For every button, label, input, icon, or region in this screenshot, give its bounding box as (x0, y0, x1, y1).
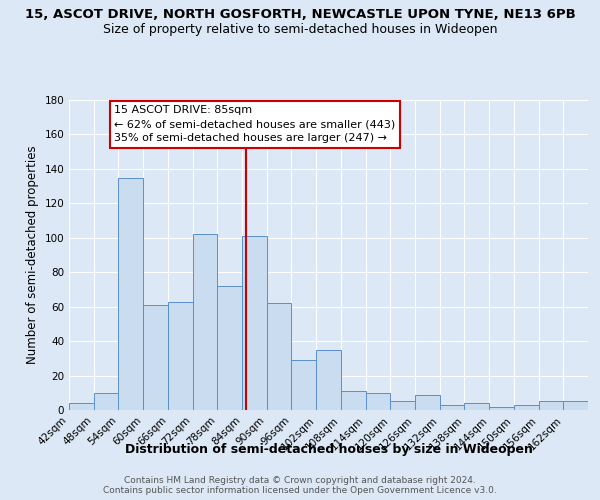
Text: Contains HM Land Registry data © Crown copyright and database right 2024.: Contains HM Land Registry data © Crown c… (124, 476, 476, 485)
Bar (267, 303, 292, 410)
Bar (489, 406, 514, 410)
Bar (242, 236, 267, 410)
Bar (341, 391, 365, 410)
Bar (118, 178, 143, 410)
Bar (316, 350, 341, 410)
Text: Contains public sector information licensed under the Open Government Licence v3: Contains public sector information licen… (103, 486, 497, 495)
Bar (94, 393, 118, 410)
Bar (464, 403, 489, 410)
Bar (168, 302, 193, 410)
Text: Distribution of semi-detached houses by size in Wideopen: Distribution of semi-detached houses by … (125, 442, 533, 456)
Bar (415, 394, 440, 410)
Bar (292, 360, 316, 410)
Y-axis label: Number of semi-detached properties: Number of semi-detached properties (26, 146, 39, 364)
Bar (539, 402, 563, 410)
Text: 15, ASCOT DRIVE, NORTH GOSFORTH, NEWCASTLE UPON TYNE, NE13 6PB: 15, ASCOT DRIVE, NORTH GOSFORTH, NEWCAST… (25, 8, 575, 20)
Bar (365, 393, 390, 410)
Bar (440, 405, 464, 410)
Bar (193, 234, 217, 410)
Text: Size of property relative to semi-detached houses in Wideopen: Size of property relative to semi-detach… (103, 22, 497, 36)
Bar (390, 402, 415, 410)
Bar (69, 403, 94, 410)
Bar (563, 402, 588, 410)
Bar (514, 405, 539, 410)
Text: 15 ASCOT DRIVE: 85sqm
← 62% of semi-detached houses are smaller (443)
35% of sem: 15 ASCOT DRIVE: 85sqm ← 62% of semi-deta… (115, 105, 395, 143)
Bar (143, 305, 168, 410)
Bar (217, 286, 242, 410)
